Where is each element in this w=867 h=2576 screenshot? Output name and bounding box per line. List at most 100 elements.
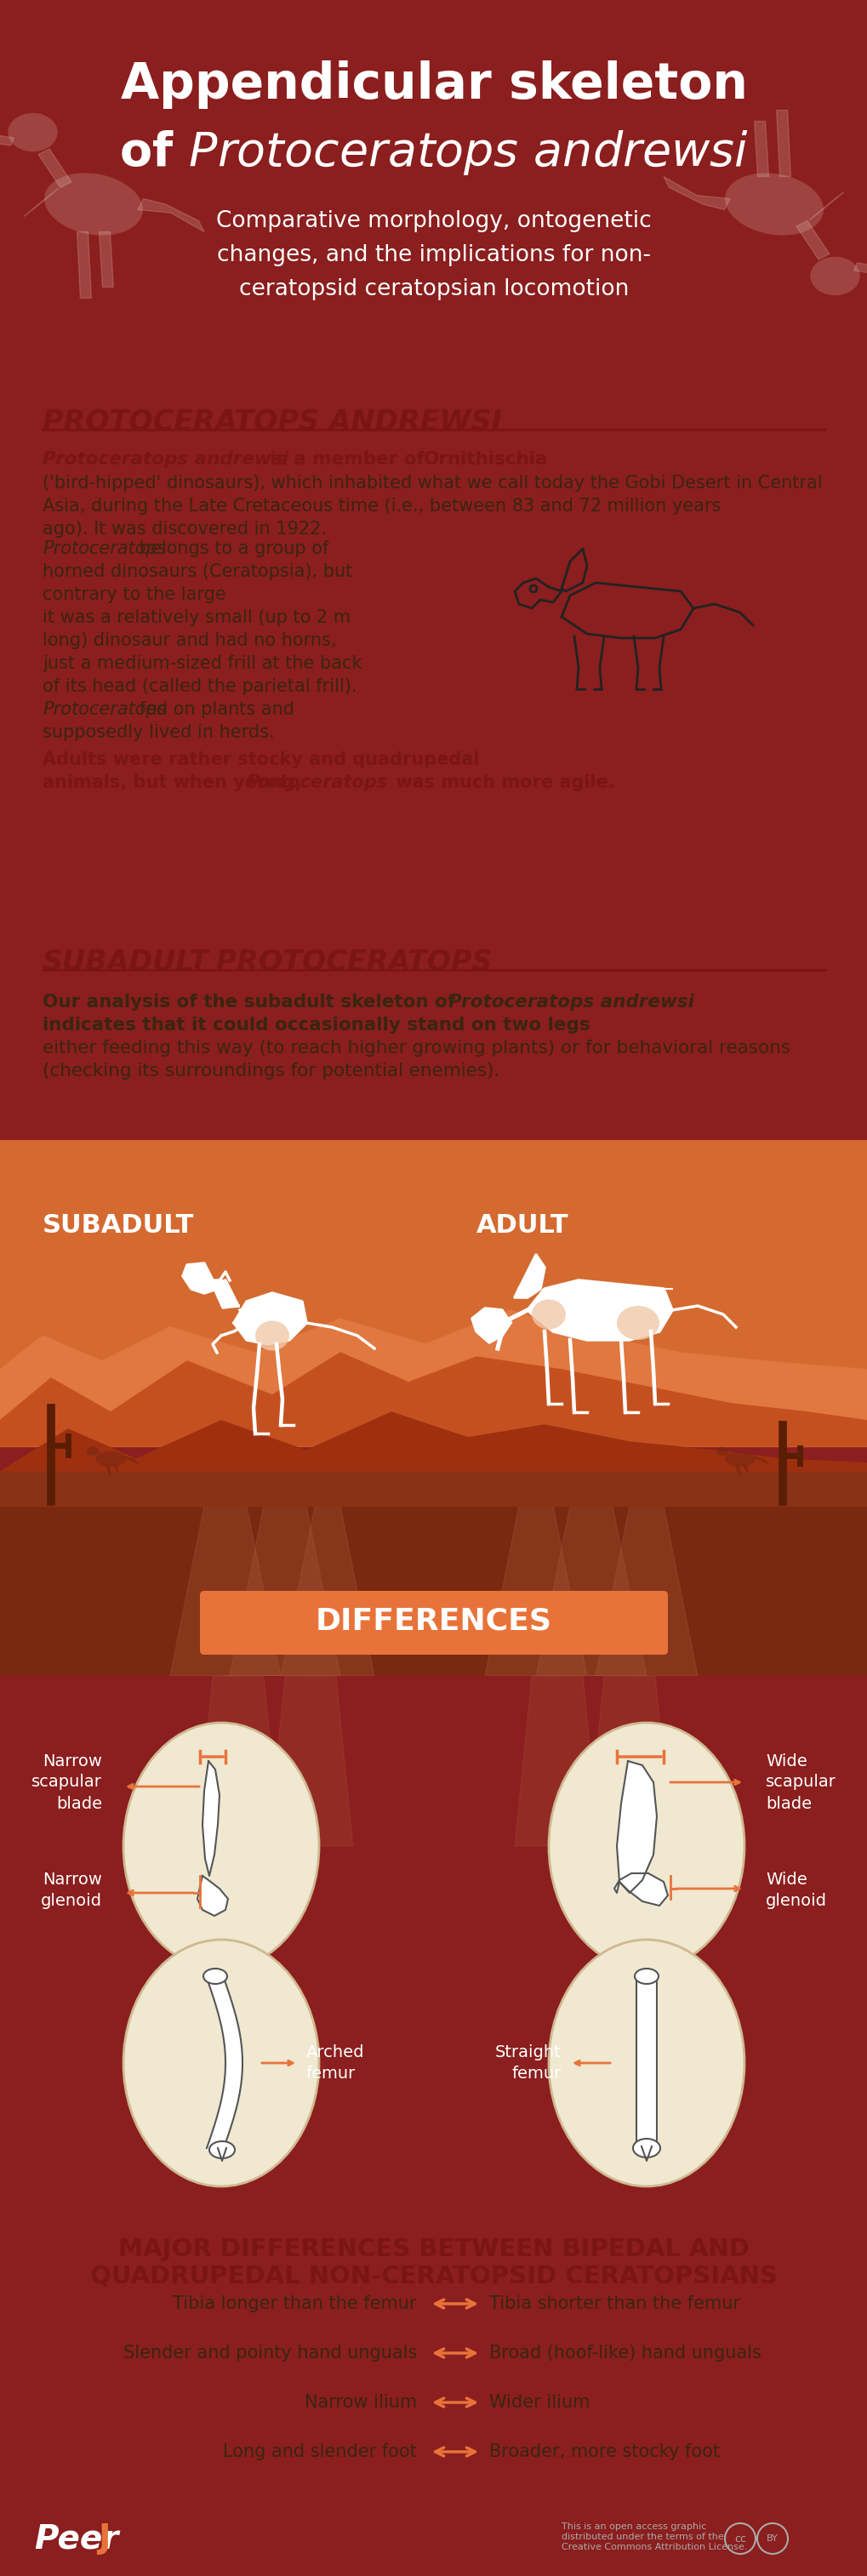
Text: MAJOR DIFFERENCES BETWEEN BIPEDAL AND: MAJOR DIFFERENCES BETWEEN BIPEDAL AND [118,2239,749,2262]
Polygon shape [536,1507,646,1677]
Text: indicates that it could occasionally stand on two legs: indicates that it could occasionally sta… [42,1018,590,1033]
Polygon shape [853,263,867,273]
Text: Comparative morphology, ontogenetic
changes, and the implications for non-
cerat: Comparative morphology, ontogenetic chan… [216,211,651,301]
Polygon shape [595,1507,697,1677]
Polygon shape [202,1762,219,1875]
Text: Long and slender foot: Long and slender foot [223,2442,416,2460]
Ellipse shape [44,173,143,234]
Text: Peer: Peer [34,2522,119,2555]
Text: Broader, more stocky foot: Broader, more stocky foot [489,2442,719,2460]
Ellipse shape [724,173,823,234]
Polygon shape [796,222,829,260]
Text: Our analysis of the subadult skeleton of: Our analysis of the subadult skeleton of [42,994,461,1010]
Text: Narrow
scapular
blade: Narrow scapular blade [31,1752,102,1811]
Ellipse shape [123,1723,319,1971]
Polygon shape [485,1507,586,1677]
Polygon shape [527,1280,672,1340]
Polygon shape [113,1466,118,1473]
Text: QUADRUPEDAL NON-CERATOPSID CERATOPSIANS: QUADRUPEDAL NON-CERATOPSID CERATOPSIANS [90,2264,777,2287]
Text: PROTOCERATOPS: PROTOCERATOPS [205,948,492,976]
Text: ('bird-hipped' dinosaurs), which inhabited what we call today the Gobi Desert in: ('bird-hipped' dinosaurs), which inhabit… [42,474,822,492]
Text: it was a relatively small (up to 2 m: it was a relatively small (up to 2 m [42,608,350,626]
Text: either feeding this way (to reach higher growing plants) or for behavioral reaso: either feeding this way (to reach higher… [42,1041,790,1056]
Text: (checking its surroundings for potential enemies).: (checking its surroundings for potential… [42,1061,499,1079]
Ellipse shape [724,1450,755,1466]
Polygon shape [293,1677,336,1703]
Text: PROTOCERATOPS ANDREWSI: PROTOCERATOPS ANDREWSI [42,410,501,435]
Polygon shape [753,1455,767,1463]
Text: distributed under the terms of the: distributed under the terms of the [561,2532,723,2540]
Text: SUBADULT: SUBADULT [42,948,209,976]
Polygon shape [38,149,71,188]
Polygon shape [0,137,14,147]
Text: Creative Commons Attribution License.: Creative Commons Attribution License. [561,2543,746,2550]
Text: Protoceratops andrewsi: Protoceratops andrewsi [42,451,288,469]
Text: Arched
femur: Arched femur [306,2045,364,2081]
Text: BY: BY [766,2535,778,2543]
Text: Broad (hoof-like) hand unguals: Broad (hoof-like) hand unguals [489,2344,760,2362]
Polygon shape [281,1507,374,1677]
Text: contrary to the large: contrary to the large [42,587,231,603]
Polygon shape [99,232,114,286]
Bar [0,1471,867,1507]
Text: fed on plants and: fed on plants and [134,701,294,719]
Polygon shape [251,1677,293,1703]
Text: Tibia longer than the femur: Tibia longer than the femur [173,2295,416,2313]
Polygon shape [586,1677,672,1847]
Text: Asia, during the Late Cretaceous time (i.e., between 83 and 72 million years: Asia, during the Late Cretaceous time (i… [42,497,720,515]
Text: Wider ilium: Wider ilium [489,2393,590,2411]
Ellipse shape [548,1723,744,1971]
Ellipse shape [616,1306,659,1340]
Text: Appendicular skeleton: Appendicular skeleton [121,62,746,108]
Polygon shape [734,1466,740,1476]
Polygon shape [472,1309,510,1342]
Text: Wide
scapular
blade: Wide scapular blade [765,1752,836,1811]
Polygon shape [208,1677,251,1703]
Polygon shape [234,1293,306,1345]
FancyBboxPatch shape [199,1592,668,1654]
Polygon shape [195,1677,281,1847]
Text: Ornithischia: Ornithischia [423,451,548,469]
Text: DIFFERENCES: DIFFERENCES [316,1607,551,1636]
Polygon shape [197,1875,228,1917]
Polygon shape [514,1677,599,1847]
Text: belongs to a group of: belongs to a group of [134,541,328,556]
Polygon shape [206,1978,242,2148]
Text: Narrow ilium: Narrow ilium [304,2393,416,2411]
Polygon shape [742,1466,747,1473]
Polygon shape [531,1677,574,1703]
Ellipse shape [209,2141,235,2159]
Bar [0,1481,867,1677]
Polygon shape [614,1873,668,1906]
Ellipse shape [87,1448,99,1455]
Polygon shape [809,193,843,219]
Text: Adults were rather stocky and quadrupedal: Adults were rather stocky and quadrupeda… [42,752,479,768]
Polygon shape [636,1978,656,2148]
Text: of $\bf{\it{Protoceratops\ andrewsi}}$: of $\bf{\it{Protoceratops\ andrewsi}}$ [119,129,748,178]
Text: Wide
glenoid: Wide glenoid [765,1873,826,1909]
Text: Protoceratops: Protoceratops [246,775,388,791]
Ellipse shape [632,2138,660,2159]
Ellipse shape [203,1968,227,1984]
Ellipse shape [810,258,859,296]
Polygon shape [138,198,204,232]
Polygon shape [616,1677,659,1703]
Polygon shape [183,1262,221,1293]
Polygon shape [106,1466,110,1476]
Polygon shape [212,1280,238,1309]
Text: ago). It was discovered in 1922.: ago). It was discovered in 1922. [42,520,326,538]
Text: ADULT: ADULT [476,1213,569,1236]
Text: J: J [98,2522,110,2555]
Polygon shape [0,1311,867,1445]
Text: Straight
femur: Straight femur [495,2045,561,2081]
Text: was much more agile.: was much more agile. [389,775,614,791]
Text: This is an open access graphic: This is an open access graphic [561,2522,706,2530]
Text: Tibia shorter than the femur: Tibia shorter than the femur [489,2295,740,2313]
Polygon shape [77,232,91,299]
Polygon shape [753,121,768,178]
Text: supposedly lived in herds.: supposedly lived in herds. [42,724,274,742]
Polygon shape [514,1255,544,1298]
Polygon shape [776,111,790,178]
Polygon shape [616,1762,656,1893]
Polygon shape [268,1677,353,1847]
